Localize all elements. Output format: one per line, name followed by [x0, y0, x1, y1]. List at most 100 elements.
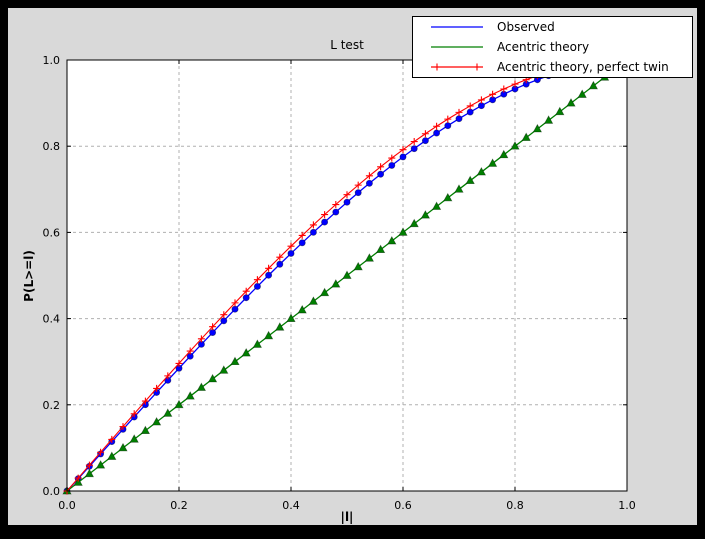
data-point-circle: [343, 198, 351, 206]
data-point-plus: [231, 299, 239, 307]
data-point-circle: [466, 108, 474, 116]
data-point-triangle: [353, 261, 363, 271]
data-point-triangle: [432, 201, 442, 210]
data-point-plus: [108, 435, 116, 443]
y-axis-label: P(L>=l): [22, 250, 36, 302]
data-point-plus: [265, 264, 273, 272]
data-point-plus: [433, 63, 441, 71]
data-point-plus: [365, 172, 373, 180]
data-point-triangle: [588, 80, 598, 90]
data-point-plus: [399, 146, 407, 154]
legend-box: Observed Acentric theory Acentric theory…: [412, 16, 693, 78]
data-point-plus: [253, 276, 261, 284]
data-point-triangle: [488, 158, 498, 167]
data-point-circle: [433, 129, 441, 137]
data-point-triangle: [544, 115, 554, 124]
data-point-triangle: [297, 304, 307, 314]
data-point-triangle: [398, 227, 408, 236]
legend-label: Acentric theory: [497, 40, 590, 54]
data-point-plus: [388, 154, 396, 162]
data-point-plus: [141, 397, 149, 405]
data-point-circle: [321, 218, 329, 226]
data-point-triangle: [331, 279, 341, 288]
data-point-circle: [298, 239, 306, 247]
data-point-triangle: [140, 425, 150, 435]
data-point-triangle: [219, 365, 229, 374]
data-point-triangle: [577, 89, 587, 98]
data-point-circle: [209, 329, 217, 336]
legend-label: Acentric theory, perfect twin: [497, 59, 669, 74]
data-point-plus: [433, 122, 441, 130]
data-point-circle: [276, 260, 284, 268]
data-point-triangle: [364, 253, 374, 262]
data-point-triangle: [129, 434, 139, 443]
data-point-triangle: [387, 235, 397, 245]
x-tick-label: 0.2: [170, 499, 188, 512]
y-tick-label: 0.4: [43, 313, 61, 326]
data-point-circle: [354, 189, 362, 197]
data-point-plus: [332, 201, 340, 209]
data-point-plus: [321, 211, 329, 219]
data-point-circle: [365, 179, 373, 187]
data-point-triangle: [96, 460, 106, 469]
data-point-plus: [153, 384, 161, 392]
data-point-triangle: [241, 348, 251, 357]
data-point-triangle: [196, 382, 206, 391]
data-point-triangle: [342, 270, 352, 279]
data-point-circle: [421, 137, 429, 145]
data-point-plus: [343, 191, 351, 199]
data-point-circle: [477, 102, 485, 110]
legend-entry-observed: Observed: [413, 18, 692, 37]
data-point-plus: [276, 253, 284, 261]
data-point-circle: [455, 115, 463, 123]
data-point-triangle: [230, 356, 240, 366]
data-point-triangle: [320, 287, 330, 297]
data-point-circle: [309, 228, 317, 236]
data-point-triangle: [521, 132, 531, 141]
data-point-triangle: [420, 210, 430, 219]
data-point-triangle: [174, 399, 184, 409]
data-point-triangle: [555, 106, 565, 116]
data-point-plus: [421, 130, 429, 138]
x-tick-label: 1.0: [618, 499, 636, 512]
data-point-triangle: [185, 391, 195, 400]
legend-entry-perfect-twin: Acentric theory, perfect twin: [413, 57, 692, 76]
data-point-plus: [511, 80, 519, 88]
data-point-plus: [410, 138, 418, 146]
data-point-plus: [74, 474, 82, 482]
data-point-plus: [473, 63, 481, 71]
y-tick-label: 0.0: [43, 485, 61, 498]
data-point-circle: [220, 317, 228, 325]
data-point-triangle: [264, 330, 274, 340]
data-point-plus: [97, 448, 105, 456]
data-point-triangle: [443, 192, 453, 202]
x-tick-label: 0.0: [58, 499, 76, 512]
data-point-circle: [388, 161, 396, 169]
data-point-plus: [130, 410, 138, 418]
data-point-triangle: [208, 373, 218, 383]
data-point-plus: [287, 242, 295, 250]
data-point-triangle: [454, 184, 464, 193]
data-point-plus: [466, 102, 474, 110]
data-point-plus: [119, 423, 127, 431]
data-point-triangle: [252, 339, 262, 348]
chart-title: L test: [330, 38, 364, 52]
x-tick-label: 0.6: [394, 499, 412, 512]
data-point-plus: [197, 335, 205, 343]
data-point-triangle: [163, 408, 173, 417]
data-point-circle: [242, 294, 250, 302]
data-point-triangle: [566, 98, 576, 107]
y-tick-label: 1.0: [43, 54, 61, 67]
x-tick-label: 0.4: [282, 499, 300, 512]
data-point-triangle: [376, 244, 386, 253]
data-point-triangle: [152, 417, 162, 426]
data-point-plus: [220, 311, 228, 319]
y-tick-label: 0.8: [43, 140, 61, 153]
data-point-triangle: [476, 167, 486, 176]
data-point-triangle: [308, 296, 318, 305]
data-point-plus: [455, 108, 463, 116]
data-point-triangle: [107, 451, 117, 460]
data-point-plus: [242, 287, 250, 295]
data-point-triangle: [118, 442, 128, 452]
